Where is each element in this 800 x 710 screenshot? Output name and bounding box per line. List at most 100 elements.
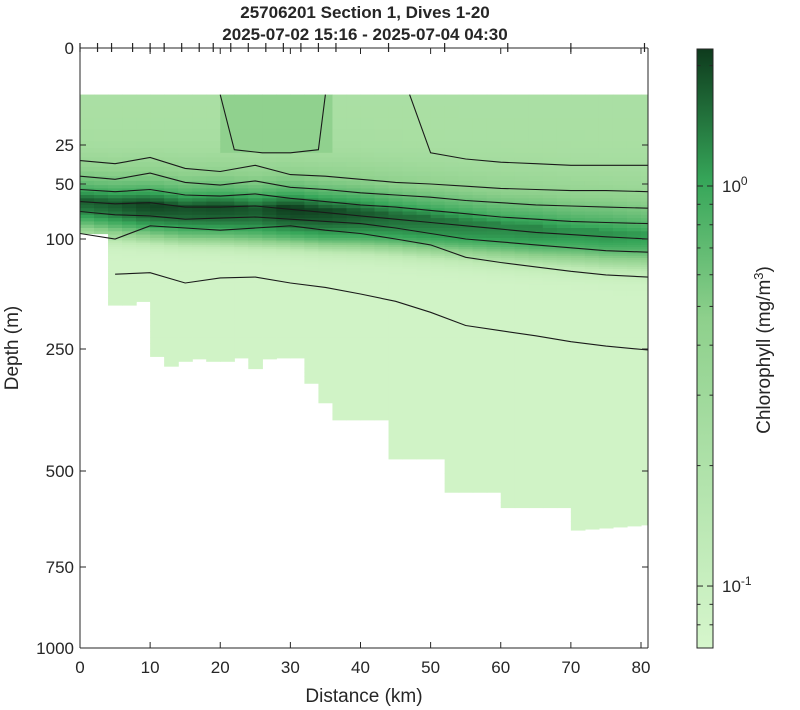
chlorophyll-cell <box>178 129 193 142</box>
chlorophyll-cell <box>136 234 151 239</box>
chlorophyll-cell <box>122 234 137 239</box>
chlorophyll-cell <box>598 482 614 494</box>
chlorophyll-cell <box>486 162 502 168</box>
chlorophyll-cell <box>486 273 502 277</box>
chlorophyll-cell <box>556 157 572 163</box>
chlorophyll-cell <box>486 284 502 291</box>
chlorophyll-cell <box>500 117 516 131</box>
chlorophyll-cell <box>444 461 460 474</box>
chlorophyll-cell <box>346 264 362 268</box>
chlorophyll-cell <box>346 331 362 338</box>
chlorophyll-cell <box>528 337 544 344</box>
chlorophyll-cell <box>444 129 460 142</box>
chlorophyll-cell <box>570 319 586 327</box>
chlorophyll-cell <box>640 208 648 213</box>
chlorophyll-cell <box>430 388 446 402</box>
chlorophyll-cell <box>290 249 305 253</box>
chlorophyll-cell <box>444 152 460 159</box>
chlorophyll-cell <box>584 372 600 377</box>
chlorophyll-cell <box>234 284 249 291</box>
chlorophyll-cell <box>626 473 642 484</box>
chlorophyll-cell <box>304 360 320 366</box>
chlorophyll-cell <box>220 247 235 250</box>
chlorophyll-cell <box>444 201 460 206</box>
chlorophyll-cell <box>374 284 390 291</box>
chlorophyll-cell <box>290 214 305 219</box>
chlorophyll-cell <box>584 106 600 119</box>
chlorophyll-cell <box>598 400 614 414</box>
chlorophyll-cell <box>458 253 474 257</box>
chlorophyll-cell <box>486 302 502 309</box>
chlorophyll-cell <box>220 176 235 182</box>
chlorophyll-cell <box>458 162 474 168</box>
chlorophyll-cell <box>514 224 530 229</box>
chlorophyll-cell <box>542 388 558 402</box>
chlorophyll-cell <box>514 166 530 173</box>
chlorophyll-cell <box>500 376 516 390</box>
chlorophyll-cell <box>206 331 221 338</box>
chlorophyll-cell <box>444 198 460 203</box>
chlorophyll-cell <box>248 258 263 261</box>
chlorophyll-cell <box>472 211 488 216</box>
chlorophyll-cell <box>248 218 263 222</box>
chlorophyll-cell <box>290 185 305 189</box>
chlorophyll-cell <box>234 266 249 270</box>
chlorophyll-cell <box>514 302 530 309</box>
chlorophyll-cell <box>416 290 432 297</box>
chlorophyll-cell <box>360 313 376 321</box>
chlorophyll-cell <box>612 319 628 327</box>
chlorophyll-cell <box>374 228 390 232</box>
chlorophyll-cell <box>528 253 544 257</box>
chlorophyll-cell <box>514 461 530 474</box>
chlorophyll-cell <box>80 171 95 177</box>
chlorophyll-cell <box>164 198 179 203</box>
chlorophyll-cell <box>374 269 390 272</box>
chlorophyll-cell <box>276 94 291 107</box>
chlorophyll-cell <box>164 313 179 321</box>
chlorophyll-cell <box>584 290 600 297</box>
chlorophyll-cell <box>122 191 137 196</box>
chlorophyll-cell <box>472 277 488 281</box>
chlorophyll-cell <box>178 201 193 206</box>
chlorophyll-cell <box>150 191 165 196</box>
chlorophyll-cell <box>584 376 600 390</box>
chlorophyll-cell <box>388 277 404 281</box>
chlorophyll-cell <box>640 211 648 216</box>
chlorophyll-cell <box>472 368 488 374</box>
chlorophyll-cell <box>402 166 418 173</box>
chlorophyll-cell <box>640 266 648 270</box>
chlorophyll-cell <box>332 372 348 377</box>
chlorophyll-cell <box>528 271 544 275</box>
chlorophyll-cell <box>528 240 544 244</box>
chlorophyll-cell <box>290 188 305 193</box>
chlorophyll-cell <box>318 343 334 350</box>
chlorophyll-cell <box>528 198 544 203</box>
chlorophyll-cell <box>500 211 516 216</box>
chlorophyll-cell <box>332 228 348 232</box>
chlorophyll-cell <box>402 266 418 270</box>
chlorophyll-cell <box>318 352 334 358</box>
chlorophyll-cell <box>584 195 600 199</box>
chlorophyll-cell <box>402 269 418 272</box>
chlorophyll-cell <box>332 343 348 350</box>
chlorophyll-cell <box>598 251 614 255</box>
chlorophyll-cell <box>500 244 516 248</box>
chlorophyll-cell <box>570 302 586 309</box>
chlorophyll-cell <box>220 152 235 159</box>
chlorophyll-cell <box>206 280 221 283</box>
chlorophyll-cell <box>486 296 502 303</box>
chlorophyll-cell <box>430 352 446 358</box>
chlorophyll-cell <box>640 94 648 107</box>
chlorophyll-cell <box>472 195 488 199</box>
chlorophyll-cell <box>640 284 648 291</box>
chlorophyll-cell <box>304 271 320 275</box>
chlorophyll-cell <box>304 141 320 149</box>
chlorophyll-cell <box>556 221 572 226</box>
chlorophyll-cell <box>276 171 291 177</box>
chlorophyll-cell <box>458 141 474 149</box>
chlorophyll-cell <box>332 356 348 362</box>
chlorophyll-cell <box>388 162 404 168</box>
chlorophyll-cell <box>360 319 376 327</box>
chlorophyll-cell <box>248 253 263 257</box>
chlorophyll-cell <box>458 277 474 281</box>
